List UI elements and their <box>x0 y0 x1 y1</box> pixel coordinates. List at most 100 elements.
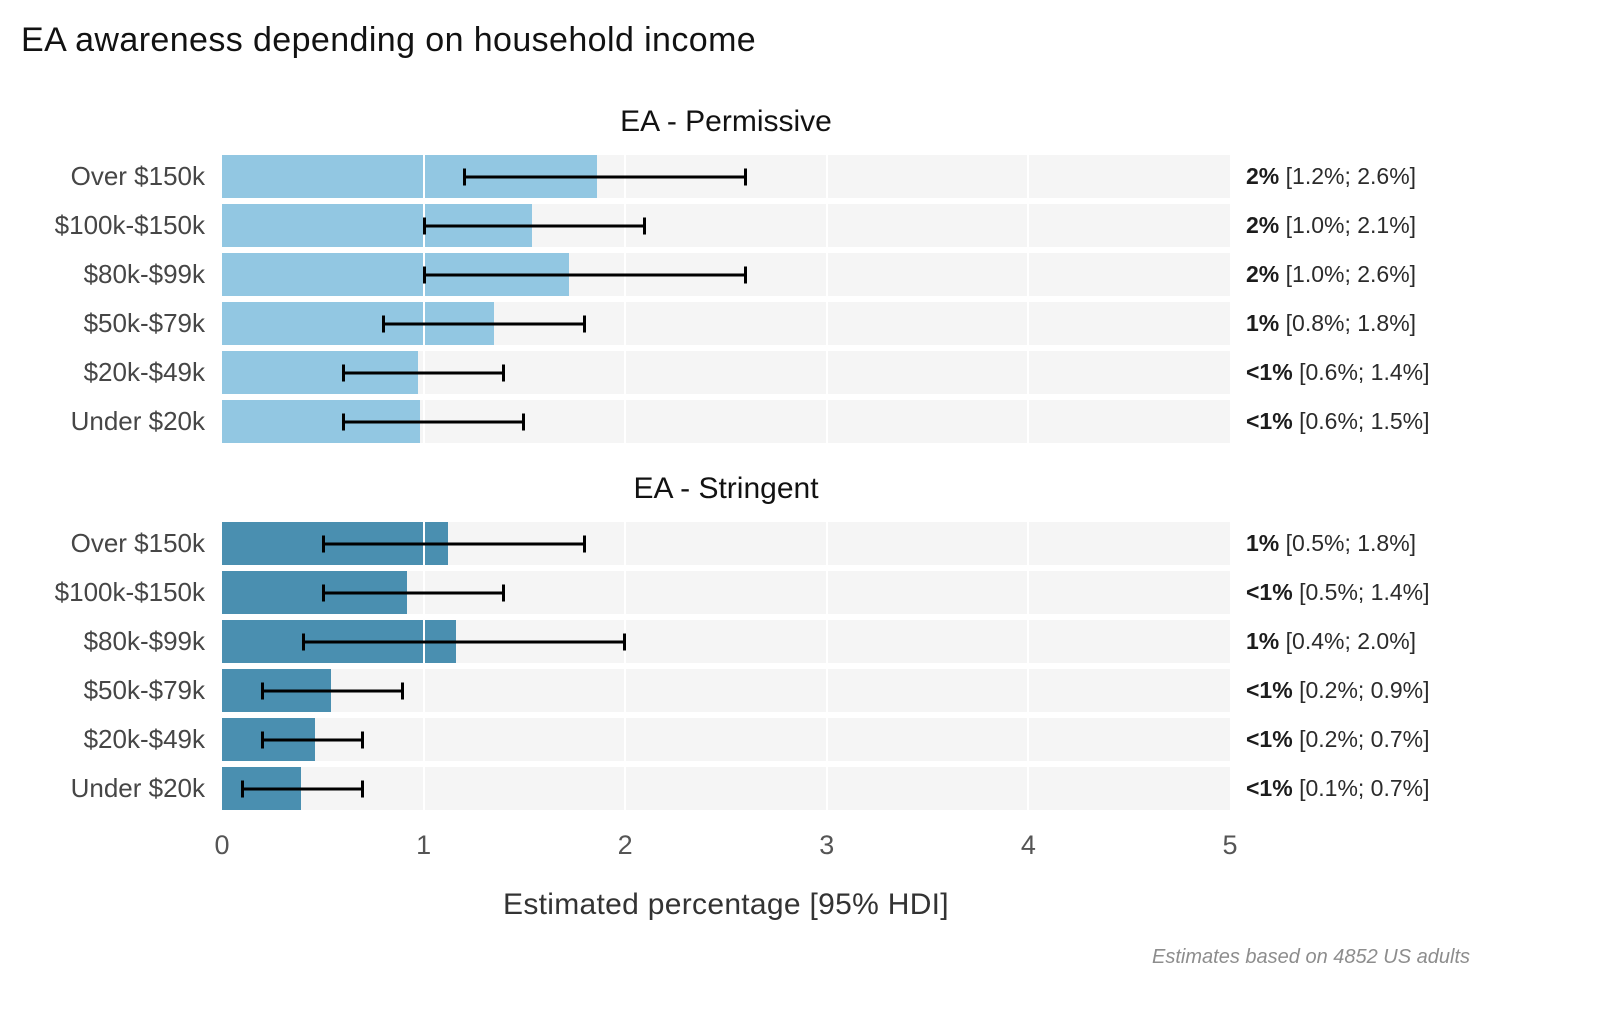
row-plot <box>222 253 1230 296</box>
x-tick-label: 0 <box>214 830 230 860</box>
row-plot <box>222 669 1230 712</box>
category-label: $80k-$99k <box>83 626 205 656</box>
error-bar <box>302 640 626 643</box>
error-bar <box>242 787 364 790</box>
error-bar-cap-left <box>261 682 265 699</box>
gridline <box>1027 669 1030 712</box>
category-label: Under $20k <box>70 406 205 436</box>
bar-row: Over $150k 1% [0.5%; 1.8%] <box>0 522 1600 565</box>
x-tick-label: 3 <box>819 830 835 860</box>
bar-row: $20k-$49k <1% [0.6%; 1.4%] <box>0 351 1600 394</box>
interval-label: [0.8%; 1.8%] <box>1285 310 1417 336</box>
gridline <box>825 620 828 663</box>
value-annotation: <1% [0.6%; 1.4%] <box>1230 359 1430 386</box>
error-bar <box>322 591 505 594</box>
gridline <box>624 522 627 565</box>
point-estimate-label: 2% <box>1246 212 1280 238</box>
error-bar-cap-right <box>582 535 586 552</box>
error-bar-cap-right <box>623 633 627 650</box>
bar-row: $50k-$79k <1% [0.2%; 0.9%] <box>0 669 1600 712</box>
error-bar-cap-left <box>261 731 265 748</box>
error-bar-cap-left <box>321 535 325 552</box>
bar-row: Under $20k <1% [0.1%; 0.7%] <box>0 767 1600 810</box>
x-tick-label: 4 <box>1020 830 1036 860</box>
gridline <box>1027 400 1030 443</box>
x-axis-title: Estimated percentage [95% HDI] <box>503 888 949 921</box>
error-bar-cap-left <box>241 780 245 797</box>
error-bar-cap-right <box>361 780 365 797</box>
gridline <box>825 400 828 443</box>
gridline <box>825 669 828 712</box>
error-bar-cap-left <box>321 584 325 601</box>
value-annotation: 2% [1.0%; 2.1%] <box>1230 212 1416 239</box>
point-estimate-label: <1% <box>1246 677 1293 703</box>
point-estimate-label: 1% <box>1246 310 1280 336</box>
error-bar-cap-left <box>422 266 426 283</box>
error-bar-cap-left <box>382 315 386 332</box>
interval-label: [0.5%; 1.4%] <box>1299 579 1430 605</box>
error-bar <box>322 542 585 545</box>
row-plot <box>222 571 1230 614</box>
bar-row: $80k-$99k 1% [0.4%; 2.0%] <box>0 620 1600 663</box>
error-bar <box>383 322 585 325</box>
page-title: EA awareness depending on household inco… <box>21 21 757 59</box>
gridline <box>624 571 627 614</box>
point-estimate-label: 1% <box>1246 530 1280 556</box>
interval-label: [0.5%; 1.8%] <box>1285 530 1417 556</box>
value-annotation: <1% [0.2%; 0.7%] <box>1230 726 1430 753</box>
category-label: $20k-$49k <box>83 724 205 754</box>
row-plot <box>222 718 1230 761</box>
category-label: $50k-$79k <box>83 308 205 338</box>
error-bar-cap-right <box>643 217 647 234</box>
gridline <box>825 767 828 810</box>
x-tick-label: 1 <box>416 830 432 860</box>
value-annotation: 1% [0.5%; 1.8%] <box>1230 530 1416 557</box>
gridline <box>825 155 828 198</box>
interval-label: [1.2%; 2.6%] <box>1285 163 1417 189</box>
x-axis: 0 1 2 3 4 5 <box>214 826 1237 864</box>
error-bar-cap-left <box>462 168 466 185</box>
point-estimate-label: <1% <box>1246 775 1293 801</box>
gridline <box>422 155 425 198</box>
error-bar <box>262 689 404 692</box>
gridline <box>825 302 828 345</box>
category-label: Over $150k <box>70 161 205 191</box>
gridline <box>825 718 828 761</box>
error-bar-cap-left <box>341 413 345 430</box>
point-estimate-label: 2% <box>1246 261 1280 287</box>
interval-label: [0.2%; 0.7%] <box>1299 726 1430 752</box>
point-estimate-label: <1% <box>1246 726 1293 752</box>
error-bar-cap-right <box>522 413 526 430</box>
gridline <box>825 351 828 394</box>
error-bar <box>262 738 364 741</box>
error-bar-cap-right <box>361 731 365 748</box>
bar-row: Over $150k 2% [1.2%; 2.6%] <box>0 155 1600 198</box>
gridline <box>825 253 828 296</box>
value-annotation: 1% [0.4%; 2.0%] <box>1230 628 1416 655</box>
gridline <box>624 718 627 761</box>
error-bar <box>423 273 747 276</box>
interval-label: [0.1%; 0.7%] <box>1299 775 1430 801</box>
error-bar-cap-right <box>744 168 748 185</box>
bar-row: $50k-$79k 1% [0.8%; 1.8%] <box>0 302 1600 345</box>
gridline <box>1027 351 1030 394</box>
gridline <box>1027 571 1030 614</box>
gridline <box>624 400 627 443</box>
error-bar-cap-left <box>422 217 426 234</box>
bar-row: $100k-$150k 2% [1.0%; 2.1%] <box>0 204 1600 247</box>
category-label: $80k-$99k <box>83 259 205 289</box>
row-plot <box>222 351 1230 394</box>
row-plot <box>222 522 1230 565</box>
bar-row: $20k-$49k <1% [0.2%; 0.7%] <box>0 718 1600 761</box>
gridline <box>422 669 425 712</box>
panel-title: EA - Stringent <box>633 472 819 505</box>
gridline <box>1027 718 1030 761</box>
gridline <box>825 204 828 247</box>
gridline <box>624 351 627 394</box>
interval-label: [0.2%; 0.9%] <box>1299 677 1430 703</box>
category-label: $100k-$150k <box>54 210 205 240</box>
row-plot <box>222 767 1230 810</box>
category-label: Over $150k <box>70 528 205 558</box>
gridline <box>624 767 627 810</box>
gridline <box>422 718 425 761</box>
